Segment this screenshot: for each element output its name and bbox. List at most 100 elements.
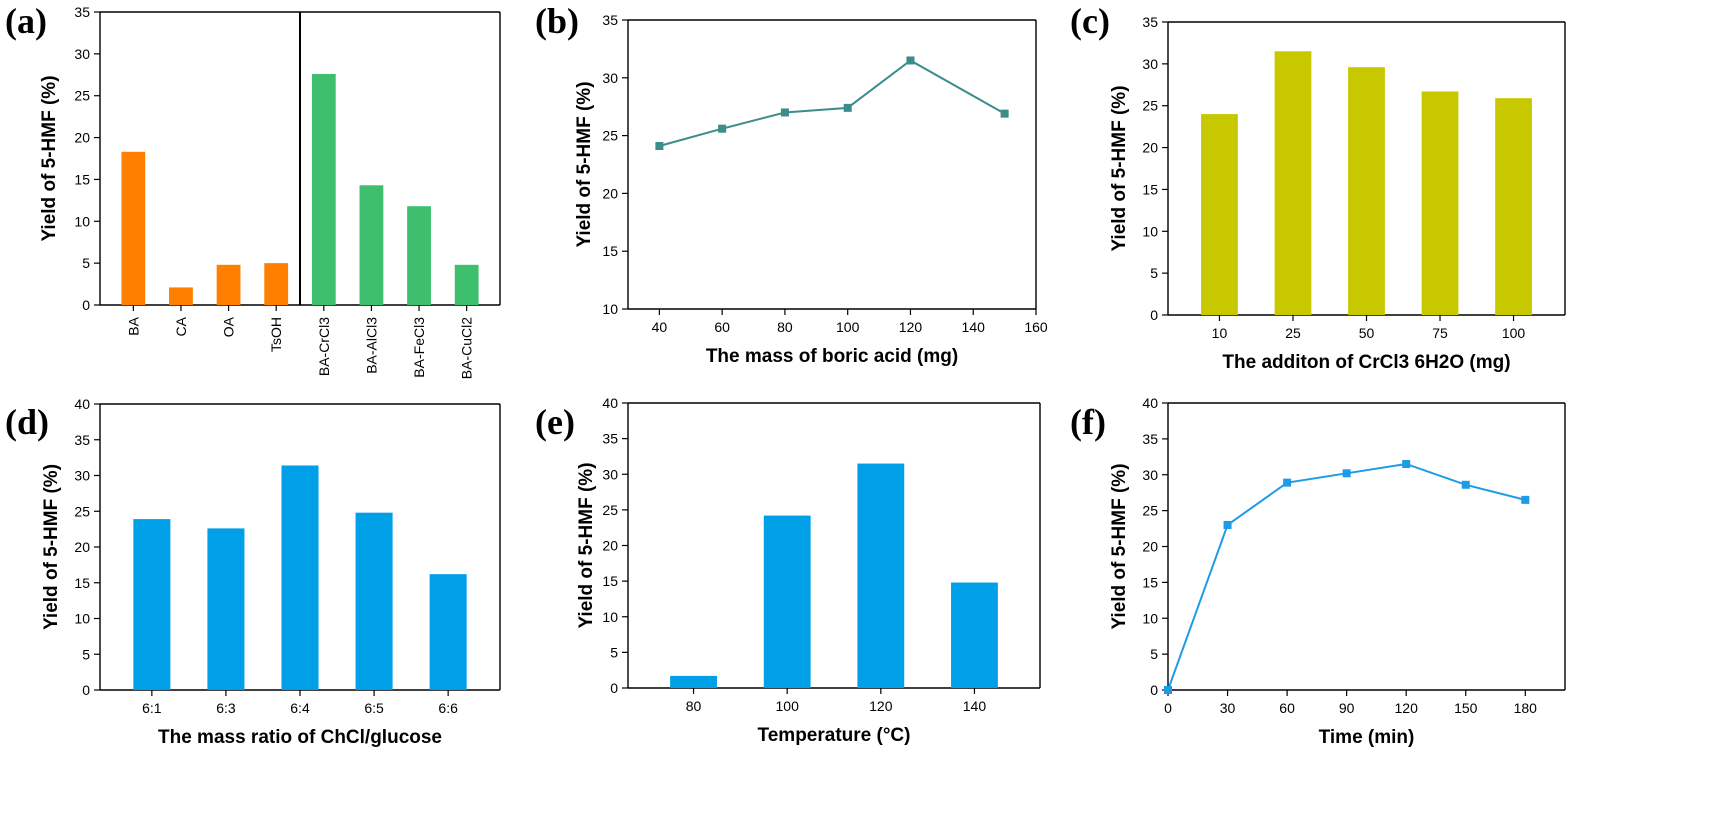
y-tick-label: 35 bbox=[602, 431, 618, 447]
x-tick-label: 60 bbox=[1279, 700, 1295, 716]
chart-panel-a: (a) 0 5 10 15 20 25 30 35 Yield of 5-HMF (%) BA CA O… bbox=[5, 1, 501, 379]
y-tick-label: 40 bbox=[74, 396, 90, 412]
bar-6:6 bbox=[429, 574, 467, 690]
x-tick-label: 90 bbox=[1339, 700, 1355, 716]
y-tick-label: 35 bbox=[74, 4, 90, 20]
x-tick-label: 6:6 bbox=[438, 700, 458, 716]
y-tick-label: 35 bbox=[1142, 14, 1158, 30]
x-tick-label: BA-CuCl2 bbox=[459, 317, 475, 379]
x-tick-label: 140 bbox=[962, 319, 986, 335]
y-tick-label: 15 bbox=[1142, 574, 1158, 590]
bar-100 bbox=[763, 515, 811, 688]
bar-OA bbox=[216, 264, 241, 305]
bar-6:1 bbox=[133, 519, 171, 690]
data-point-0 bbox=[1164, 686, 1172, 694]
panel-label: (d) bbox=[5, 402, 49, 442]
y-tick-label: 25 bbox=[1142, 503, 1158, 519]
bar-100 bbox=[1495, 98, 1532, 316]
panel-label: (f) bbox=[1070, 402, 1106, 442]
x-axis-title: The mass ratio of ChCl/glucose bbox=[158, 727, 442, 748]
x-tick-label: 60 bbox=[714, 319, 730, 335]
x-tick-label: 10 bbox=[1212, 325, 1228, 341]
x-tick-label: BA-AlCl3 bbox=[363, 317, 379, 374]
y-tick-label: 15 bbox=[602, 573, 618, 589]
bar-6:3 bbox=[207, 528, 245, 690]
x-tick-label: 40 bbox=[652, 319, 668, 335]
y-tick-label: 20 bbox=[74, 130, 90, 146]
x-tick-label: BA-CrCl3 bbox=[316, 317, 332, 376]
data-point-40 bbox=[655, 142, 664, 151]
y-axis-title: Yield of 5-HMF (%) bbox=[576, 462, 597, 628]
x-axis-title: Time (min) bbox=[1319, 727, 1415, 748]
x-tick-label: 80 bbox=[686, 698, 702, 714]
bar-BA bbox=[121, 151, 146, 305]
chart-panel-e: (e) 0 5 10 15 20 25 30 35 40 Yield of 5-HMF (%) Tem… bbox=[535, 395, 1041, 746]
y-tick-label: 40 bbox=[1142, 395, 1158, 411]
y-tick-label: 15 bbox=[74, 171, 90, 187]
y-tick-label: 0 bbox=[1150, 307, 1158, 323]
y-tick-label: 40 bbox=[602, 395, 618, 411]
x-tick-label: 120 bbox=[869, 698, 893, 714]
y-tick-label: 25 bbox=[74, 503, 90, 519]
x-tick-label: 100 bbox=[1502, 325, 1526, 341]
bar-CA bbox=[169, 287, 193, 305]
y-tick-label: 20 bbox=[602, 538, 618, 554]
y-tick-label: 30 bbox=[74, 46, 90, 62]
x-tick-label: BA-FeCl3 bbox=[411, 317, 427, 378]
y-tick-label: 15 bbox=[602, 243, 618, 259]
x-tick-label: 80 bbox=[777, 319, 793, 335]
y-tick-label: 35 bbox=[74, 432, 90, 448]
data-point-80 bbox=[780, 108, 789, 117]
bar-75 bbox=[1421, 91, 1459, 316]
y-tick-label: 15 bbox=[74, 575, 90, 591]
y-axis-title: Yield of 5-HMF (%) bbox=[1109, 463, 1130, 629]
series-line bbox=[659, 59, 1006, 147]
x-tick-label: 150 bbox=[1454, 700, 1478, 716]
bar-10 bbox=[1201, 114, 1238, 315]
x-tick-label: 180 bbox=[1514, 700, 1538, 716]
x-tick-label: 75 bbox=[1432, 325, 1448, 341]
panel-label: (e) bbox=[535, 402, 575, 442]
data-point-90 bbox=[1342, 469, 1351, 478]
x-tick-label: 160 bbox=[1024, 319, 1048, 335]
y-tick-label: 35 bbox=[1142, 431, 1158, 447]
bar-BA-CuCl2 bbox=[454, 264, 479, 305]
data-point-150 bbox=[1461, 480, 1470, 489]
y-axis-title: Yield of 5-HMF (%) bbox=[41, 464, 62, 630]
y-tick-label: 0 bbox=[82, 682, 90, 698]
y-tick-label: 5 bbox=[82, 255, 90, 271]
y-tick-label: 35 bbox=[602, 12, 618, 28]
x-tick-label: TsOH bbox=[268, 317, 284, 352]
x-tick-label: 120 bbox=[899, 319, 923, 335]
y-tick-label: 25 bbox=[74, 88, 90, 104]
bar-BA-CrCl3 bbox=[311, 73, 336, 305]
x-tick-label: 6:5 bbox=[364, 700, 384, 716]
x-tick-label: 0 bbox=[1164, 700, 1172, 716]
x-tick-label: 25 bbox=[1285, 325, 1301, 341]
x-tick-label: 100 bbox=[776, 698, 800, 714]
x-tick-label: OA bbox=[221, 316, 237, 337]
bar-50 bbox=[1348, 67, 1385, 315]
chart-panel-b: (b) 10 15 20 25 30 35 Yield of 5-HMF (%) The mas… bbox=[535, 1, 1048, 367]
y-tick-label: 10 bbox=[602, 301, 618, 317]
x-tick-label: 6:4 bbox=[290, 700, 310, 716]
data-point-120 bbox=[906, 56, 915, 65]
y-tick-label: 10 bbox=[602, 609, 618, 625]
y-tick-label: 10 bbox=[1142, 610, 1158, 626]
bar-TsOH bbox=[264, 263, 289, 305]
y-axis-title: Yield of 5-HMF (%) bbox=[574, 81, 595, 247]
y-tick-label: 5 bbox=[82, 646, 90, 662]
y-tick-label: 5 bbox=[1150, 646, 1158, 662]
bar-6:5 bbox=[355, 512, 393, 690]
y-tick-label: 20 bbox=[602, 185, 618, 201]
x-axis-title: The additon of CrCl3 6H2O (mg) bbox=[1222, 352, 1510, 373]
x-tick-label: 30 bbox=[1220, 700, 1236, 716]
data-point-60 bbox=[1283, 478, 1292, 487]
chart-panel-f: (f) 0 5 10 15 20 25 30 35 40 Yield of 5-HMF (%) Tim… bbox=[1070, 395, 1566, 748]
y-tick-label: 0 bbox=[82, 297, 90, 313]
bar-140 bbox=[951, 582, 998, 688]
y-tick-label: 5 bbox=[610, 644, 618, 660]
bar-6:4 bbox=[281, 465, 319, 690]
x-tick-label: 6:3 bbox=[216, 700, 236, 716]
